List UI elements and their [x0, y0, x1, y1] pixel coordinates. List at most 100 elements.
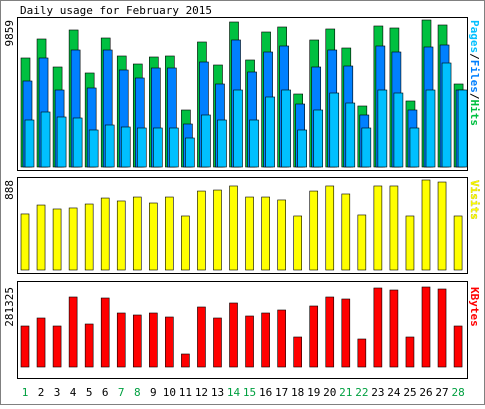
bar: [100, 297, 110, 368]
bar: [213, 317, 222, 368]
bar: [453, 325, 463, 368]
bar: [389, 289, 399, 368]
bar: [52, 208, 62, 271]
legend: KBytes: [468, 287, 481, 327]
bar: [457, 89, 468, 168]
chart-title: Daily usage for February 2015: [20, 4, 212, 17]
x-tick-label: 21: [339, 386, 352, 399]
legend: Pages/Files/Hits: [468, 20, 481, 126]
bar: [421, 179, 431, 271]
x-tick-label: 16: [259, 386, 272, 399]
bar: [68, 296, 78, 368]
bar: [149, 202, 158, 271]
bar: [56, 116, 67, 168]
y-tick-label: 888: [3, 180, 16, 200]
bar: [116, 312, 126, 368]
bar: [309, 190, 319, 271]
legend: Visits: [468, 180, 481, 220]
bar: [181, 215, 190, 271]
bar: [313, 109, 324, 168]
bar: [249, 119, 259, 168]
bar: [277, 199, 286, 271]
bar: [36, 317, 46, 368]
x-tick-label: 4: [70, 386, 77, 399]
bar: [72, 117, 83, 168]
x-tick-label: 28: [451, 386, 464, 399]
bar: [341, 193, 351, 271]
bar: [136, 127, 147, 168]
bar: [132, 314, 142, 368]
bar: [84, 203, 94, 271]
x-tick-label: 12: [195, 386, 208, 399]
bar: [293, 336, 302, 368]
bar: [153, 127, 163, 168]
y-tick-label: 9859: [3, 20, 16, 47]
bar: [185, 137, 195, 168]
bar: [132, 196, 142, 271]
bar: [36, 204, 46, 271]
bar: [377, 89, 388, 168]
bar: [84, 323, 94, 368]
x-tick-label: 22: [355, 386, 368, 399]
bar: [389, 185, 399, 271]
bar: [24, 119, 35, 168]
bar: [357, 338, 367, 368]
bar: [265, 96, 275, 168]
bar: [329, 92, 340, 168]
x-tick-label: 15: [243, 386, 256, 399]
x-tick-label: 3: [54, 386, 61, 399]
x-tick-label: 11: [179, 386, 192, 399]
bar: [297, 129, 307, 168]
bar: [277, 309, 286, 368]
bar: [341, 298, 351, 368]
bar: [149, 312, 158, 368]
bar: [453, 215, 463, 271]
x-tick-label: 26: [419, 386, 432, 399]
bar: [229, 185, 238, 271]
bar: [233, 89, 243, 168]
bar: [116, 200, 126, 271]
x-tick-label: 17: [275, 386, 288, 399]
bar: [197, 190, 206, 271]
bar: [52, 325, 62, 368]
x-tick-label: 27: [435, 386, 448, 399]
x-tick-label: 1: [22, 386, 29, 399]
x-tick-label: 7: [118, 386, 125, 399]
x-tick-label: 8: [134, 386, 141, 399]
bar: [201, 114, 211, 168]
bar: [441, 62, 452, 168]
x-tick-label: 19: [307, 386, 320, 399]
bar: [20, 325, 30, 368]
x-tick-label: 18: [291, 386, 304, 399]
legend-entry: Pages: [468, 20, 481, 53]
bar: [357, 214, 367, 271]
bar: [405, 215, 415, 271]
bar: [425, 89, 436, 168]
bar: [165, 196, 174, 271]
x-tick-label: 5: [86, 386, 93, 399]
bar: [405, 336, 415, 368]
bar: [293, 215, 302, 271]
bar: [165, 316, 174, 368]
legend-entry: Visits: [468, 180, 481, 220]
legend-separator: /: [468, 93, 481, 100]
x-tick-label: 6: [102, 386, 109, 399]
bar: [309, 305, 319, 368]
bar: [373, 185, 383, 271]
x-tick-label: 25: [403, 386, 416, 399]
x-tick-label: 23: [371, 386, 384, 399]
bar: [373, 287, 383, 368]
legend-entry: Hits: [468, 100, 481, 127]
x-tick-label: 13: [211, 386, 224, 399]
bar: [197, 306, 206, 368]
bar: [345, 102, 356, 168]
legend-entry: KBytes: [468, 287, 481, 327]
bar: [104, 124, 115, 168]
bar: [325, 296, 335, 368]
y-tick-label: 281325: [3, 287, 16, 327]
bar: [261, 312, 270, 368]
bar: [213, 189, 222, 271]
bar: [88, 129, 99, 168]
bar: [181, 353, 190, 368]
bar: [437, 288, 447, 368]
